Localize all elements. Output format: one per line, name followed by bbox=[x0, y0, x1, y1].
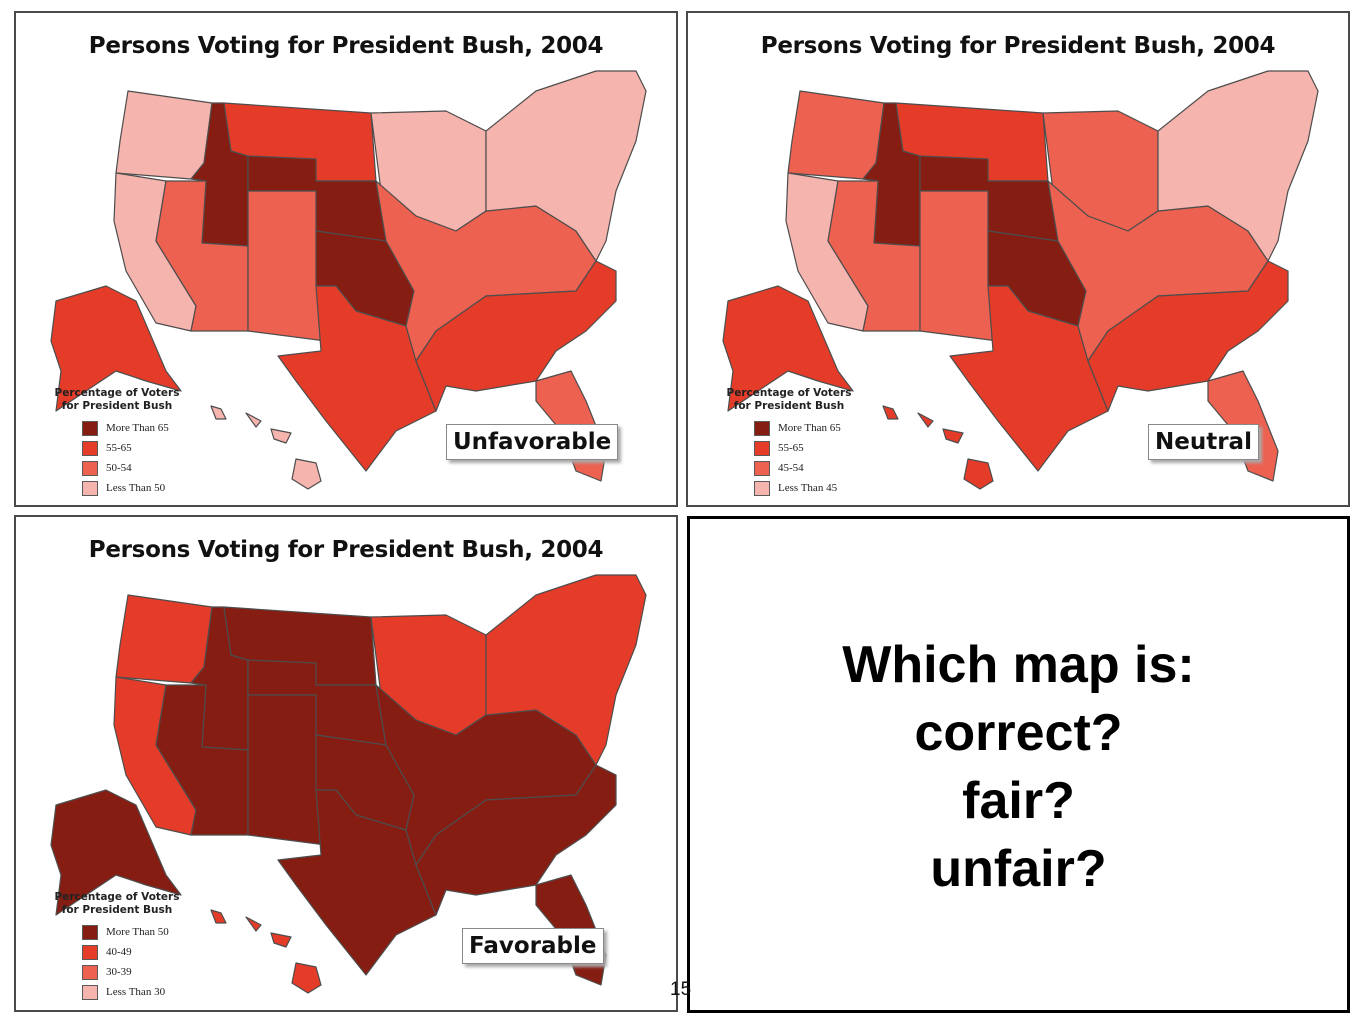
legend-item: 45-54 bbox=[724, 459, 864, 479]
legend-swatch bbox=[82, 985, 98, 1000]
region-southeast bbox=[415, 260, 617, 412]
legend-item: 40-49 bbox=[52, 943, 192, 963]
legend-item: More Than 50 bbox=[52, 923, 192, 943]
legend-title: Percentage of Voters for President Bush bbox=[52, 891, 182, 917]
map-panel-favorable: Persons Voting for President Bush, 2004 … bbox=[14, 515, 678, 1012]
legend-label: Less Than 30 bbox=[106, 986, 166, 998]
question-text: Which map is: correct? fair? unfair? bbox=[690, 631, 1347, 903]
page-number: 15 bbox=[670, 979, 692, 1000]
region-northeast bbox=[485, 574, 647, 766]
legend-title: Percentage of Voters for President Bush bbox=[52, 387, 182, 413]
question-line: unfair? bbox=[930, 840, 1107, 898]
map-panel-unfavorable: Persons Voting for President Bush, 2004 … bbox=[14, 11, 678, 507]
map-title: Persons Voting for President Bush, 2004 bbox=[760, 33, 1276, 59]
legend-item: More Than 65 bbox=[724, 419, 864, 439]
us-map bbox=[722, 70, 1319, 490]
legend-label: 30-39 bbox=[106, 966, 132, 978]
region-alaska bbox=[50, 285, 182, 412]
legend-title-line1: Percentage of Voters bbox=[54, 891, 180, 903]
legend-label: 45-54 bbox=[778, 462, 804, 474]
legend-label: 55-65 bbox=[106, 442, 132, 454]
legend-label: Less Than 50 bbox=[106, 482, 166, 494]
legend-label: 55-65 bbox=[778, 442, 804, 454]
region-texas-south bbox=[949, 285, 1109, 472]
map-label-unfavorable: Unfavorable bbox=[446, 424, 619, 460]
legend-label: More Than 65 bbox=[106, 422, 169, 434]
region-hawaii bbox=[210, 909, 322, 994]
map-panel-neutral: Persons Voting for President Bush, 2004 … bbox=[686, 11, 1350, 507]
map-legend: Percentage of Voters for President Bush … bbox=[52, 891, 192, 1003]
legend-swatch bbox=[82, 965, 98, 980]
us-map bbox=[50, 574, 647, 994]
legend-swatch bbox=[82, 945, 98, 960]
legend-title-line1: Percentage of Voters bbox=[54, 387, 180, 399]
legend-swatch bbox=[82, 421, 98, 436]
region-hawaii bbox=[882, 405, 994, 490]
legend-swatch bbox=[754, 421, 770, 436]
map-legend: Percentage of Voters for President Bush … bbox=[724, 387, 864, 499]
region-pacific-northwest bbox=[115, 594, 213, 684]
region-pacific-northwest bbox=[115, 90, 213, 180]
legend-title: Percentage of Voters for President Bush bbox=[724, 387, 854, 413]
legend-title-line2: for President Bush bbox=[61, 400, 173, 412]
legend-label: Less Than 45 bbox=[778, 482, 838, 494]
legend-title-line2: for President Bush bbox=[733, 400, 845, 412]
region-alaska bbox=[50, 789, 182, 916]
legend-label: More Than 50 bbox=[106, 926, 169, 938]
legend-swatch bbox=[82, 441, 98, 456]
map-label-favorable: Favorable bbox=[462, 928, 604, 964]
region-hawaii bbox=[210, 405, 322, 490]
legend-item: Less Than 50 bbox=[52, 479, 192, 499]
region-southeast bbox=[1087, 260, 1289, 412]
map-label-neutral: Neutral bbox=[1148, 424, 1259, 460]
legend-swatch bbox=[82, 925, 98, 940]
legend-item: More Than 65 bbox=[52, 419, 192, 439]
legend-swatch bbox=[754, 461, 770, 476]
map-title: Persons Voting for President Bush, 2004 bbox=[88, 33, 604, 59]
legend-swatch bbox=[82, 461, 98, 476]
map-title: Persons Voting for President Bush, 2004 bbox=[88, 537, 604, 563]
legend-swatch bbox=[754, 441, 770, 456]
legend-label: 40-49 bbox=[106, 946, 132, 958]
legend-label: 50-54 bbox=[106, 462, 132, 474]
question-panel: Which map is: correct? fair? unfair? bbox=[687, 516, 1350, 1013]
legend-item: Less Than 45 bbox=[724, 479, 864, 499]
region-texas-south bbox=[277, 285, 437, 472]
legend-item: 30-39 bbox=[52, 963, 192, 983]
region-alaska bbox=[722, 285, 854, 412]
region-pacific-northwest bbox=[787, 90, 885, 180]
legend-item: 50-54 bbox=[52, 459, 192, 479]
legend-item: Less Than 30 bbox=[52, 983, 192, 1003]
region-southeast bbox=[415, 764, 617, 916]
legend-title-line2: for President Bush bbox=[61, 904, 173, 916]
map-legend: Percentage of Voters for President Bush … bbox=[52, 387, 192, 499]
region-northeast bbox=[485, 70, 647, 262]
region-texas-south bbox=[277, 789, 437, 976]
legend-label: More Than 65 bbox=[778, 422, 841, 434]
legend-item: 55-65 bbox=[52, 439, 192, 459]
region-northeast bbox=[1157, 70, 1319, 262]
question-line: Which map is: bbox=[842, 636, 1195, 694]
legend-swatch bbox=[82, 481, 98, 496]
legend-title-line1: Percentage of Voters bbox=[726, 387, 852, 399]
us-map bbox=[50, 70, 647, 490]
legend-item: 55-65 bbox=[724, 439, 864, 459]
legend-swatch bbox=[754, 481, 770, 496]
question-line: correct? bbox=[914, 704, 1123, 762]
question-line: fair? bbox=[962, 772, 1075, 830]
